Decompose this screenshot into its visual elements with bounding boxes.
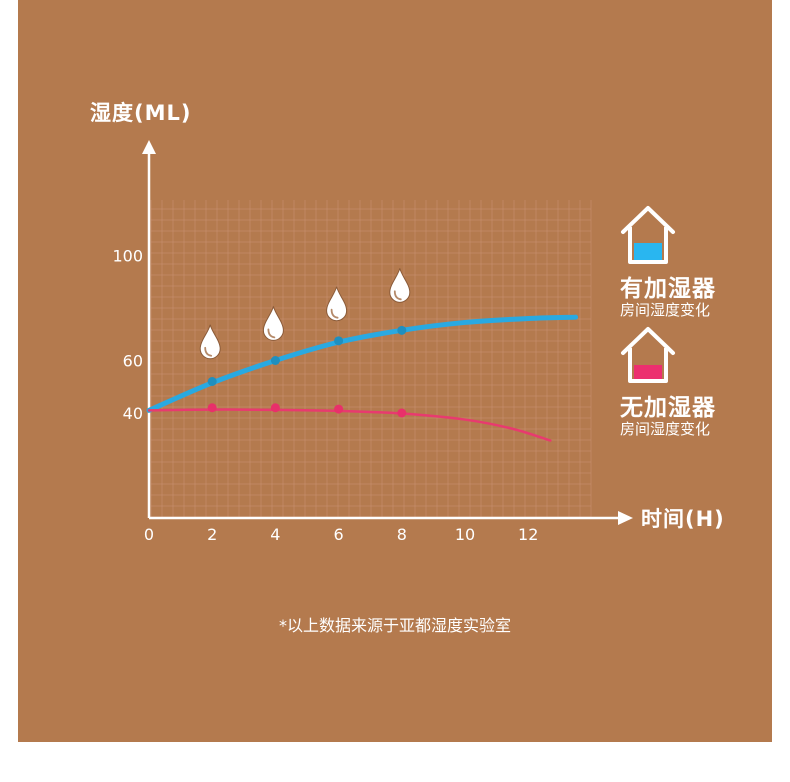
data-point [207, 377, 217, 386]
x-tick-label: 10 [455, 525, 475, 544]
y-tick-label: 40 [123, 404, 143, 423]
legend-subtitle: 房间湿度变化 [620, 420, 711, 438]
x-tick-label: 12 [518, 525, 538, 544]
data-point [270, 356, 280, 365]
y-axis-title: 湿度(ML) [90, 101, 192, 125]
house-icon [621, 327, 675, 383]
x-tick-label: 6 [334, 525, 344, 544]
x-tick-label: 4 [270, 525, 280, 544]
y-tick-label: 100 [112, 247, 143, 266]
x-tick-label: 8 [397, 525, 407, 544]
legend-subtitle: 房间湿度变化 [620, 301, 711, 319]
water-drop-highlight [330, 308, 339, 319]
footnote: *以上数据来源于亚都湿度实验室 [278, 616, 511, 635]
legend-without-humidifier: 无加湿器 房间湿度变化 [616, 326, 756, 446]
data-point [270, 403, 280, 413]
y-tick-label: 60 [123, 352, 143, 371]
x-tick-label: 2 [207, 525, 217, 544]
data-point [334, 336, 344, 346]
data-point [207, 403, 217, 413]
legend-with-humidifier: 有加湿器 房间湿度变化 [616, 205, 756, 325]
x-tick-label: 0 [144, 525, 154, 544]
water-drop-highlight [267, 328, 276, 339]
x-axis-arrow [618, 511, 633, 525]
data-point [334, 404, 344, 414]
x-axis-title: 时间(H) [641, 507, 725, 531]
data-point [397, 408, 407, 418]
water-level-fill [634, 365, 662, 379]
water-drop-highlight [204, 346, 213, 357]
water-drop-icon [262, 306, 284, 341]
water-drop-icon [326, 286, 348, 322]
series-line [147, 408, 552, 442]
legend-title: 有加湿器 [620, 276, 716, 302]
data-point [397, 325, 407, 335]
legend-title: 无加湿器 [620, 395, 716, 421]
house-icon [621, 206, 675, 264]
water-drop-highlight [393, 290, 402, 301]
y-axis-arrow [142, 140, 156, 154]
water-level-fill [634, 243, 662, 260]
